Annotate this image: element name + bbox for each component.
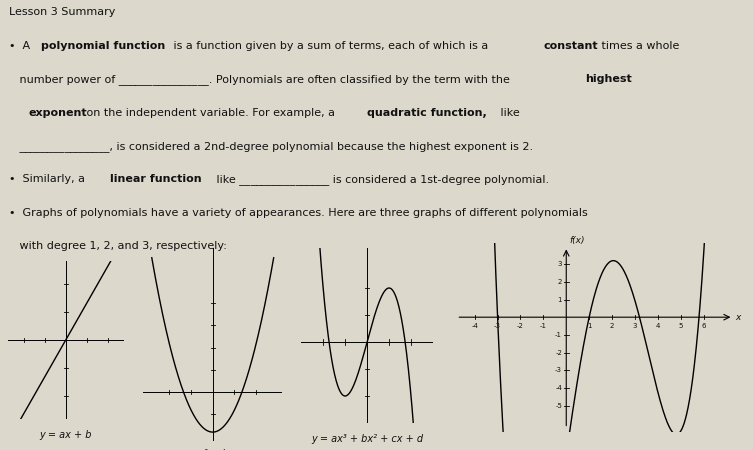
Text: linear function: linear function: [110, 175, 202, 184]
Text: 3: 3: [558, 261, 562, 267]
Text: -5: -5: [555, 402, 562, 409]
Text: 5: 5: [678, 324, 683, 329]
Text: 2: 2: [610, 324, 614, 329]
Text: -2: -2: [517, 324, 524, 329]
Text: 3: 3: [633, 324, 637, 329]
Text: •  A: • A: [9, 41, 34, 51]
Text: x: x: [736, 313, 741, 322]
Text: -3: -3: [555, 367, 562, 373]
Text: on the independent variable. For example, a: on the independent variable. For example…: [83, 108, 338, 117]
Text: quadratic function,: quadratic function,: [367, 108, 487, 117]
Text: is a function given by a sum of terms, each of which is a: is a function given by a sum of terms, e…: [170, 41, 492, 51]
Text: y = ax + b: y = ax + b: [40, 429, 92, 440]
Text: •  Similarly, a: • Similarly, a: [9, 175, 89, 184]
Text: Lesson 3 Summary: Lesson 3 Summary: [9, 8, 115, 18]
Text: -4: -4: [555, 385, 562, 391]
Text: times a whole: times a whole: [599, 41, 680, 51]
Text: with degree 1, 2, and 3, respectively:: with degree 1, 2, and 3, respectively:: [9, 241, 227, 251]
Text: polynomial function: polynomial function: [41, 41, 165, 51]
Text: exponent: exponent: [28, 108, 87, 117]
Text: 6: 6: [701, 324, 706, 329]
Text: 1: 1: [587, 324, 591, 329]
Text: ________________, is considered a 2nd-degree polynomial because the highest expo: ________________, is considered a 2nd-de…: [9, 141, 533, 152]
Text: like ________________ is considered a 1st-degree polynomial.: like ________________ is considered a 1s…: [212, 175, 549, 185]
Text: 2: 2: [558, 279, 562, 285]
Text: -1: -1: [555, 332, 562, 338]
Text: constant: constant: [544, 41, 599, 51]
Text: 1: 1: [558, 297, 562, 302]
Text: -2: -2: [555, 350, 562, 356]
Text: highest: highest: [584, 74, 631, 84]
Text: -4: -4: [471, 324, 478, 329]
Text: 4: 4: [656, 324, 660, 329]
Text: -3: -3: [494, 324, 501, 329]
Text: y = ax³ + bx² + cx + d: y = ax³ + bx² + cx + d: [311, 433, 423, 444]
Text: f(x): f(x): [570, 236, 585, 245]
Text: number power of ________________. Polynomials are often classified by the term w: number power of ________________. Polyno…: [9, 74, 514, 85]
Text: -1: -1: [540, 324, 547, 329]
Text: like: like: [497, 108, 520, 117]
Text: y = ax² + bx + c: y = ax² + bx + c: [172, 449, 254, 450]
Text: •  Graphs of polynomials have a variety of appearances. Here are three graphs of: • Graphs of polynomials have a variety o…: [9, 208, 588, 218]
